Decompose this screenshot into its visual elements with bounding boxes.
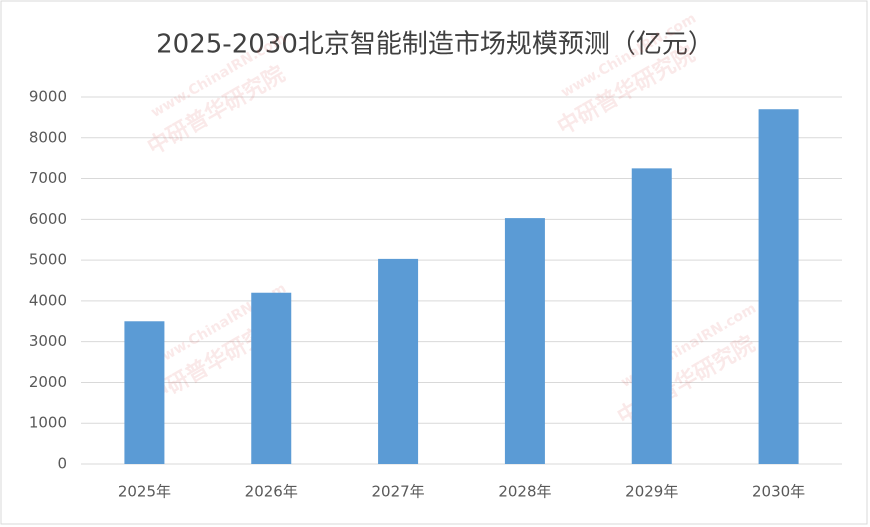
bar	[504, 218, 545, 464]
y-tick-label: 7000	[29, 169, 67, 187]
x-tick-label: 2028年	[498, 483, 551, 501]
y-tick-label: 5000	[29, 251, 67, 269]
bar	[758, 109, 799, 464]
y-tick-label: 1000	[29, 414, 67, 432]
y-tick-label: 4000	[29, 291, 67, 309]
y-tick-label: 0	[57, 455, 67, 473]
bar	[124, 321, 165, 464]
x-tick-label: 2029年	[625, 483, 678, 501]
y-tick-label: 8000	[29, 128, 67, 146]
bar	[631, 168, 672, 464]
x-tick-label: 2027年	[371, 483, 424, 501]
x-tick-label: 2026年	[245, 483, 298, 501]
x-tick-label: 2030年	[752, 483, 805, 501]
y-tick-label: 3000	[29, 332, 67, 350]
y-tick-label: 2000	[29, 373, 67, 391]
y-tick-label: 9000	[29, 88, 67, 106]
bar	[251, 292, 292, 464]
x-tick-label: 2025年	[118, 483, 171, 501]
bar	[378, 258, 419, 464]
y-tick-label: 6000	[29, 210, 67, 228]
chart-title: 2025-2030北京智能制造市场规模预测（亿元）	[156, 30, 714, 60]
